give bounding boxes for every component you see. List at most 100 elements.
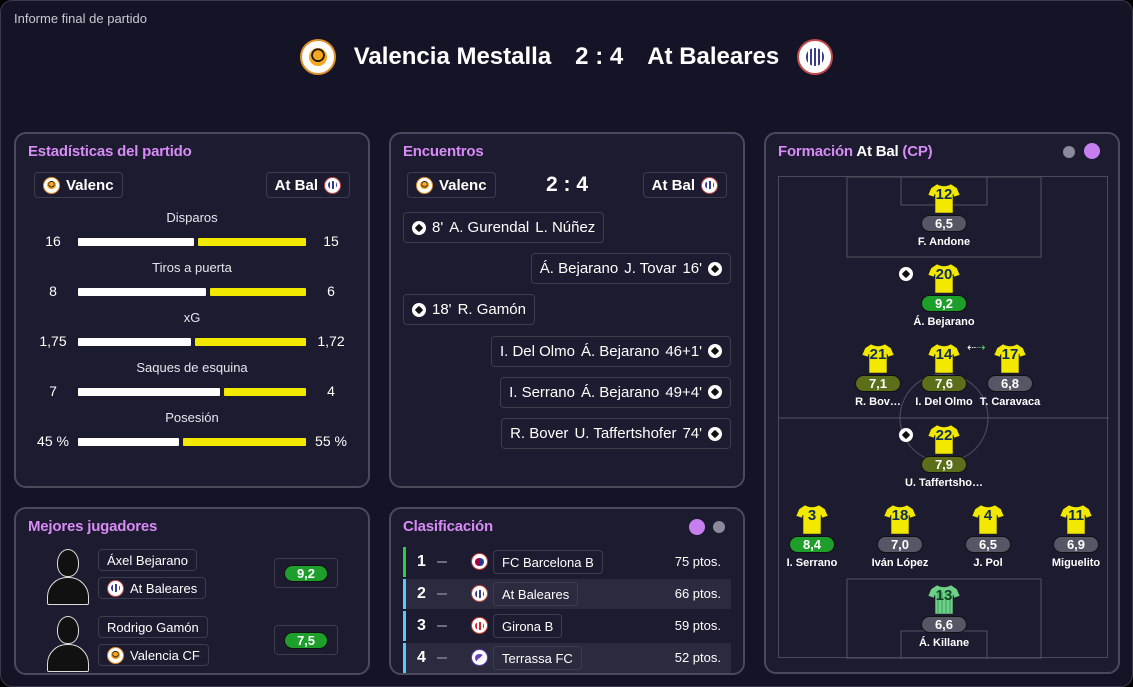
stat-bar-away xyxy=(224,388,306,396)
shirt-icon: 4 xyxy=(971,502,1005,536)
panel-title: Formación At Bal (CP) xyxy=(778,143,933,160)
goal-event-home[interactable]: 8' A. Gurendal L. Núñez xyxy=(403,212,605,243)
standings-team[interactable]: At Baleares xyxy=(493,582,579,606)
pitch-player[interactable]: 13 6,6 Á. Killane xyxy=(899,582,989,649)
player-name: R. Bov… xyxy=(855,396,901,408)
pitch-player[interactable]: 21 7,1 R. Bov… xyxy=(833,341,923,408)
standings-team[interactable]: FC Barcelona B xyxy=(493,550,603,574)
standings-points: 59 ptos. xyxy=(674,618,721,633)
standings-row[interactable]: 3 Girona B 59 ptos. xyxy=(403,611,731,641)
standings-page-dot-2[interactable] xyxy=(713,521,725,533)
standings-row[interactable]: 2 At Baleares 66 ptos. xyxy=(403,579,731,609)
stat-bar-home xyxy=(78,388,220,396)
goal-event-away[interactable]: Á. Bejarano J. Tovar 16' xyxy=(530,253,731,285)
player-name-chip[interactable]: Áxel Bejarano xyxy=(98,549,197,571)
away-team-chip[interactable]: At Bal xyxy=(642,172,727,198)
formation-page-dot-1[interactable] xyxy=(1063,146,1075,158)
player-name: Á. Killane xyxy=(918,637,970,649)
panel-title: Estadísticas del partido xyxy=(28,143,192,160)
position-unchanged-icon xyxy=(437,657,447,659)
player-rating: 7,0 xyxy=(877,536,923,553)
pitch-player[interactable]: 3 8,4 I. Serrano xyxy=(767,502,857,569)
formation-suffix: (CP) xyxy=(902,143,933,160)
pitch-player[interactable]: 18 7,0 Iván López xyxy=(855,502,945,569)
player-name: Á. Bejarano xyxy=(913,316,975,328)
player-rating: 6,8 xyxy=(987,375,1033,392)
away-team-chip[interactable]: At Bal xyxy=(265,172,350,198)
away-chip-label: At Bal xyxy=(274,176,318,194)
valencia-crest-icon xyxy=(43,176,60,194)
player-rating: 6,6 xyxy=(921,616,967,633)
formation-page-dot-2[interactable] xyxy=(1084,143,1100,159)
shirt-number: 18 xyxy=(891,507,909,524)
player-rating: 7,9 xyxy=(921,456,967,473)
pitch-player[interactable]: 11 6,9 Miguelito xyxy=(1031,502,1121,569)
standings-position: 1 xyxy=(417,553,426,570)
away-chip-label: At Bal xyxy=(651,176,695,194)
pitch: 12 6,5 F. Andone 20 9,2 Á. Bejarano 21 7,1 R. Bo… xyxy=(778,176,1109,659)
stat-bar-home xyxy=(78,338,191,346)
goal-event-away[interactable]: R. Bover U. Taffertshofer 74' xyxy=(501,418,731,449)
player-team-chip[interactable]: Valencia CF xyxy=(98,644,209,666)
shirt-icon: 22 xyxy=(927,422,961,456)
standings-team[interactable]: Terrassa FC xyxy=(493,646,582,670)
player-name: U. Taffertsho… xyxy=(904,477,984,489)
shirt-number: 12 xyxy=(935,186,953,203)
home-team-chip[interactable]: Valenc xyxy=(407,172,496,198)
ball-icon xyxy=(708,426,722,441)
shirt-icon: 20 xyxy=(927,261,961,295)
event-assist: R. Bover xyxy=(510,425,569,442)
pitch-player[interactable]: 22 7,9 U. Taffertsho… xyxy=(899,422,989,489)
stat-away-value: 55 % xyxy=(315,433,347,449)
event-scorer: U. Taffertshofer xyxy=(574,425,677,442)
stat-label: xG xyxy=(183,310,201,325)
player-avatar xyxy=(46,547,90,607)
standings-row[interactable]: 1 FC Barcelona B 75 ptos. xyxy=(403,547,731,577)
pitch-player[interactable]: 12 6,5 F. Andone xyxy=(899,181,989,248)
stat-bars xyxy=(78,338,306,346)
ball-icon xyxy=(708,261,722,276)
ball-icon xyxy=(708,385,722,400)
standings-page-dot-1[interactable] xyxy=(689,519,705,535)
stat-label: Disparos xyxy=(166,210,218,225)
player-name: I. Serrano xyxy=(786,557,838,569)
goal-ball-icon xyxy=(899,267,913,281)
substitution-icon: ⇠⇢ xyxy=(967,342,986,354)
standings-row[interactable]: 4 Terrassa FC 52 ptos. xyxy=(403,643,731,673)
player-name: F. Andone xyxy=(917,236,971,248)
position-unchanged-icon xyxy=(437,625,447,627)
event-scorer: R. Gamón xyxy=(457,301,526,319)
shirt-number: 17 xyxy=(1001,346,1019,363)
player-rating-box: 9,2 xyxy=(274,558,338,588)
pitch-player[interactable]: 17 6,8 T. Caravaca xyxy=(965,341,1055,408)
pitch-player[interactable]: 4 6,5 J. Pol xyxy=(943,502,1033,569)
formation-panel: Formación At Bal (CP) 12 6,5 F. Andone 20 9,… xyxy=(764,132,1120,674)
baleares-crest-icon xyxy=(107,579,124,597)
stat-home-value: 1,75 xyxy=(39,333,67,349)
standings-team-name: FC Barcelona B xyxy=(502,554,594,570)
player-name: J. Pol xyxy=(973,557,1003,569)
home-team-chip[interactable]: Valenc xyxy=(34,172,123,198)
stat-label: Saques de esquina xyxy=(136,360,248,375)
player-avatar xyxy=(46,614,90,674)
standings-team-name: At Baleares xyxy=(502,586,570,602)
goal-event-away[interactable]: I. Del Olmo Á. Bejarano 46+1' xyxy=(490,335,731,367)
window-title: Informe final de partido xyxy=(14,11,147,26)
goal-event-away[interactable]: I. Serrano Á. Bejarano 49+4' xyxy=(500,376,731,408)
standings-position: 4 xyxy=(417,649,426,666)
player-name-chip[interactable]: Rodrigo Gamón xyxy=(98,616,208,638)
pitch-player[interactable]: 20 9,2 Á. Bejarano xyxy=(899,261,989,328)
shirt-icon: 21 xyxy=(861,341,895,375)
standings-team[interactable]: Girona B xyxy=(493,614,563,638)
standings-points: 75 ptos. xyxy=(674,554,721,569)
away-team-name: At Baleares xyxy=(647,43,780,70)
match-stats-panel: Estadísticas del partido Valenc At Bal D… xyxy=(14,132,370,488)
goal-ball-icon xyxy=(899,428,913,442)
stat-bars xyxy=(78,288,306,296)
player-team-chip[interactable]: At Baleares xyxy=(98,577,207,599)
pitch-player[interactable]: 14 7,6 I. Del Olmo ⇠⇢ xyxy=(899,341,989,408)
shirt-icon: 17 xyxy=(993,341,1027,375)
goal-event-home[interactable]: 18' R. Gamón xyxy=(403,294,535,326)
